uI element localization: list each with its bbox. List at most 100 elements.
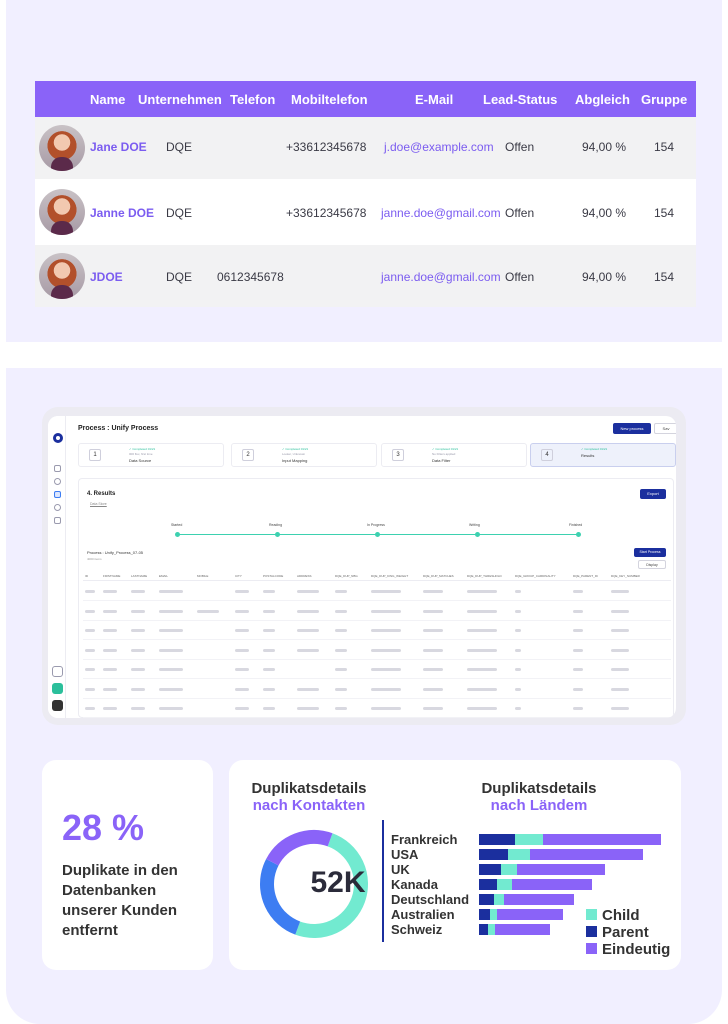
grid-cell (371, 648, 401, 652)
grid-cell (335, 668, 347, 671)
step-input-mapping[interactable]: 2 ✓ Completed 01/21 Looker, Unknown Inpu… (231, 443, 377, 467)
step-data-filter[interactable]: 3 ✓ Completed 01/21 No Filters applied D… (381, 443, 527, 467)
bar-segment-parent (479, 924, 489, 935)
grid-cell (263, 687, 275, 691)
bar-segment-eindeutig (529, 849, 643, 860)
bar-segment-parent (479, 849, 509, 860)
contact-email[interactable]: janne.doe@gmail.com (381, 270, 501, 284)
process-item-count: 4000 items (87, 557, 102, 561)
grid-row[interactable] (83, 680, 671, 699)
bar-segment-child (497, 879, 512, 890)
grid-column-header[interactable]: DQE_DUP_THRESHOLD (467, 574, 502, 578)
logout-icon[interactable] (52, 700, 63, 711)
grid-column-header[interactable]: ID (85, 574, 88, 578)
contact-name[interactable]: Jane DOE (90, 140, 147, 154)
step-results[interactable]: 4 ✓ Completed 01/21 Results (530, 443, 676, 467)
grid-cell (103, 590, 117, 593)
grid-cell (85, 629, 95, 632)
grid-column-header[interactable]: DQE_KEY_NUMBER (611, 574, 640, 578)
header-match[interactable]: Abgleich (575, 92, 630, 107)
duplicate-details-card: Duplikatsdetails nach Kontakten 52K Dupl… (229, 760, 681, 970)
header-group[interactable]: Gruppe (641, 92, 688, 107)
save-button[interactable]: Sav (654, 423, 676, 434)
grid-row[interactable] (83, 602, 671, 621)
export-button[interactable]: Export (640, 489, 666, 499)
grid-cell (297, 609, 319, 613)
table-row[interactable]: JDOE DQE 0612345678 janne.doe@gmail.com … (35, 245, 696, 307)
grid-row[interactable] (83, 699, 671, 718)
grid-row[interactable] (83, 621, 671, 640)
contact-email[interactable]: janne.doe@gmail.com (381, 206, 501, 220)
legend-label: Eindeutig (602, 941, 671, 958)
data-store-link[interactable]: Data Store (90, 502, 107, 506)
grid-row[interactable] (83, 641, 671, 660)
bar-segment-eindeutig (542, 834, 661, 845)
grid-column-header[interactable]: FIRSTNAME (103, 574, 121, 578)
table-row[interactable]: Jane DOE DQE +33612345678 j.doe@example.… (35, 117, 696, 179)
grid-cell (159, 609, 183, 613)
grid-column-header[interactable]: LASTNAME (131, 574, 148, 578)
home-icon[interactable] (54, 465, 61, 472)
user-icon[interactable] (52, 683, 63, 694)
header-phone[interactable]: Telefon (230, 92, 276, 107)
header-company[interactable]: Unternehmen (138, 92, 222, 107)
grid-cell (611, 687, 629, 691)
grid-cell (515, 687, 521, 691)
bar-segment-child (508, 849, 530, 860)
grid-column-header[interactable]: DQE_GROUP_CARDINALITY (515, 574, 556, 578)
settings-icon[interactable] (54, 478, 61, 485)
bar-segment-eindeutig (511, 879, 592, 890)
header-email[interactable]: E-Mail (415, 92, 454, 107)
grid-cell (159, 590, 183, 593)
grid-row[interactable] (83, 582, 671, 601)
help-icon[interactable] (52, 666, 63, 677)
grid-column-header[interactable]: MOBILE (197, 574, 209, 578)
grid-cell (131, 668, 145, 671)
legend-swatch (586, 909, 597, 920)
contact-email[interactable]: j.doe@example.com (384, 140, 494, 154)
contact-name[interactable]: JDOE (90, 270, 123, 284)
grid-column-header[interactable]: POSTALCODE (263, 574, 284, 578)
grid-column-header[interactable]: DQE_DUP_MATCHES (423, 574, 454, 578)
timeline-dot (275, 532, 280, 537)
header-mobile[interactable]: Mobiltelefon (291, 92, 368, 107)
grid-column-header[interactable]: ADDRESS (297, 574, 312, 578)
bar-segment-child (489, 909, 498, 920)
timeline-label: Writing (469, 523, 480, 527)
table-row[interactable]: Janne DOE DQE +33612345678 janne.doe@gma… (35, 181, 696, 243)
step-data-source[interactable]: 1 ✓ Completed 01/21 000 flux, first time… (78, 443, 224, 467)
contacts-table: Name Unternehmen Telefon Mobiltelefon E-… (35, 81, 696, 307)
grid-cell (573, 687, 583, 691)
grid-cell (263, 629, 275, 632)
bar-segment-child (515, 834, 543, 845)
new-process-button[interactable]: New process (613, 423, 651, 434)
process-icon[interactable] (54, 491, 61, 498)
grid-cell (423, 609, 443, 613)
grid-cell (297, 648, 319, 652)
step-number: 4 (541, 449, 553, 461)
grid-column-header[interactable]: EMAIL (159, 574, 169, 578)
header-lead-status[interactable]: Lead-Status (483, 92, 558, 107)
grid-cell (159, 648, 183, 652)
contact-group: 154 (654, 270, 675, 284)
grid-cell (335, 707, 347, 710)
grid-cell (371, 590, 401, 593)
grid-column-header[interactable]: DQE_DUP_KING_WEIGHT (371, 574, 409, 578)
display-button[interactable]: Display (638, 560, 666, 569)
grid-column-header[interactable]: DQE_DUP_NBG (335, 574, 358, 578)
grid-cell (467, 707, 497, 710)
grid-cell (85, 668, 95, 671)
grid-cell (131, 648, 145, 652)
grid-column-header[interactable]: CITY (235, 574, 242, 578)
bar-segment-eindeutig (497, 909, 563, 920)
database-icon[interactable] (54, 517, 61, 524)
contact-name[interactable]: Janne DOE (90, 206, 155, 220)
start-process-button[interactable]: Start Process (634, 548, 666, 557)
grid-cell (85, 648, 95, 652)
contact-group: 154 (654, 206, 675, 220)
grid-column-header[interactable]: DQE_PARENT_ID (573, 574, 598, 578)
grid-row[interactable] (83, 660, 671, 679)
history-icon[interactable] (54, 504, 61, 511)
header-name[interactable]: Name (90, 92, 126, 107)
grid-cell (573, 629, 583, 632)
